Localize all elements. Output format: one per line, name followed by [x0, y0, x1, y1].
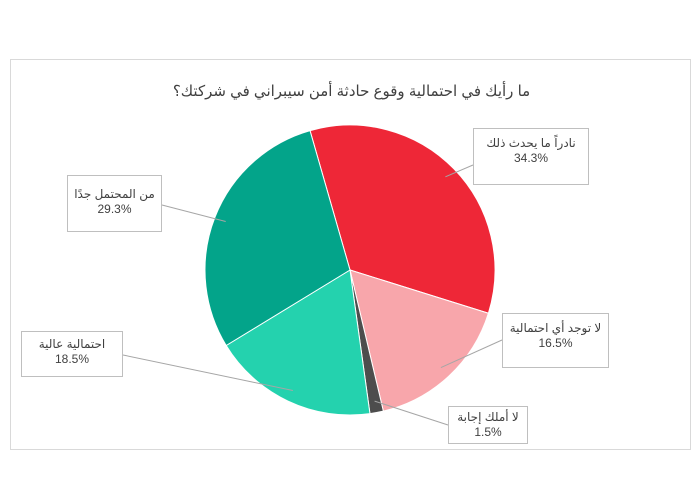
- data-label-rarely: نادراً ما يحدث ذلك 34.3%: [473, 128, 589, 185]
- label-name: احتمالية عالية: [38, 337, 106, 351]
- data-label-no-answer: لا أملك إجابة 1.5%: [448, 406, 528, 444]
- label-name: نادراً ما يحدث ذلك: [486, 136, 576, 150]
- label-value: 16.5%: [538, 336, 573, 350]
- label-value: 1.5%: [474, 425, 502, 439]
- label-value: 18.5%: [54, 352, 90, 366]
- leader-line: [445, 164, 474, 178]
- slice-very-likely: [204, 130, 351, 347]
- leader-line: [374, 400, 449, 426]
- leader-line: [161, 204, 226, 222]
- slice-rarely: [309, 124, 496, 314]
- leader-line: [122, 354, 294, 391]
- data-label-high-probability: احتمالية عالية 18.5%: [21, 331, 123, 377]
- chart-title: ما رأيك في احتمالية وقوع حادثة أمن سيبرا…: [172, 83, 531, 100]
- label-value: 34.3%: [513, 151, 549, 165]
- slice-high-probability: [225, 269, 371, 416]
- leader-line: [440, 339, 503, 369]
- label-name: من المحتمل جدًا: [74, 187, 155, 201]
- data-label-very-likely: من المحتمل جدًا 29.3%: [67, 175, 162, 232]
- data-label-no-probability: لا توجد أي احتمالية 16.5%: [502, 313, 609, 368]
- label-name: لا توجد أي احتمالية: [509, 321, 602, 335]
- label-value: 29.3%: [97, 202, 132, 216]
- label-name: لا أملك إجابة: [457, 410, 519, 424]
